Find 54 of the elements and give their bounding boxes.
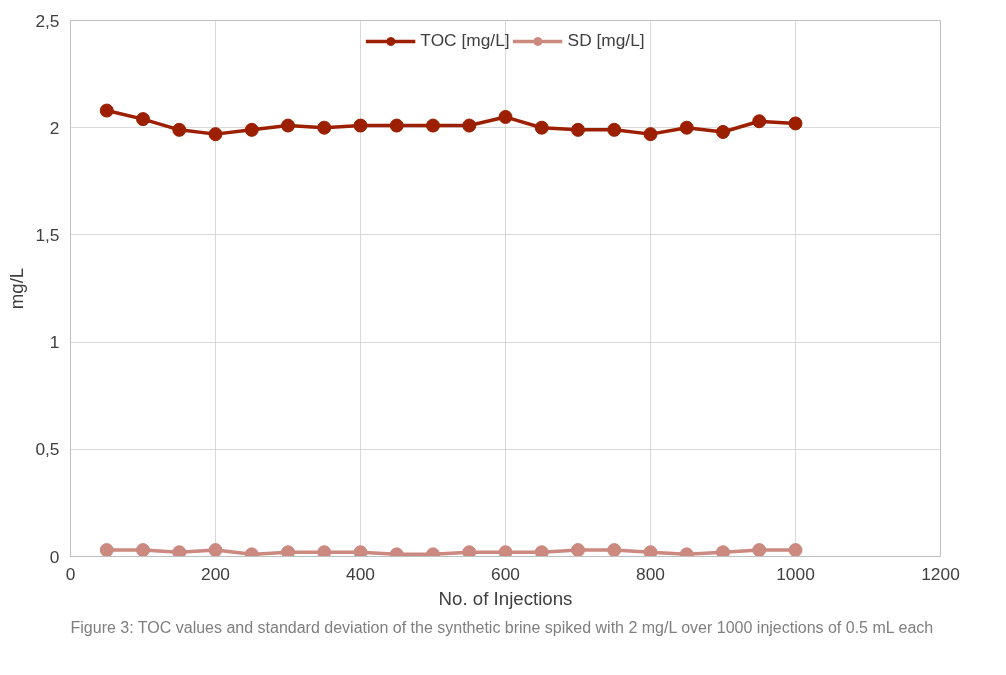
y-axis-title: mg/L [6, 267, 28, 310]
x-tick-label: 400 [346, 563, 375, 584]
point [426, 118, 440, 133]
point [498, 545, 513, 557]
point [752, 114, 767, 129]
point [788, 543, 803, 557]
point [534, 120, 549, 135]
point [462, 545, 477, 557]
point [534, 545, 549, 557]
x-axis-title: No. of Injections [438, 587, 573, 609]
point [172, 122, 187, 137]
point [752, 543, 767, 557]
point [571, 543, 585, 557]
point [607, 122, 622, 137]
point [281, 118, 295, 133]
legend-label: TOC [mg/L] [420, 30, 510, 51]
y-tick-label: 1,5 [35, 224, 60, 245]
point [353, 545, 368, 557]
point [679, 120, 694, 135]
x-tick-label: 0 [65, 563, 76, 584]
y-tick-label: 2 [49, 117, 60, 138]
point [716, 125, 730, 139]
point [208, 127, 223, 142]
point [317, 545, 332, 557]
point [99, 103, 114, 118]
point [571, 122, 585, 137]
legend-label: SD [mg/L] [567, 30, 645, 51]
point [172, 545, 187, 557]
point [643, 545, 658, 557]
point [607, 543, 622, 557]
caption: Figure 3: TOC values and standard deviation of the synthetic brine spiked with 2 mg/L over 1000 injections of 0.5 mL each [70, 618, 934, 636]
point [353, 118, 368, 133]
point [716, 545, 730, 557]
x-tick-label: 1200 [921, 563, 960, 584]
point [788, 116, 803, 131]
point [281, 545, 295, 557]
point [462, 118, 477, 133]
point [208, 543, 223, 557]
point [244, 122, 259, 137]
y-tick-label: 0 [49, 546, 60, 567]
x-tick-label: 1000 [776, 563, 815, 584]
x-tick-label: 800 [636, 563, 665, 584]
point [317, 120, 332, 135]
point [643, 127, 658, 142]
x-tick-label: 200 [201, 563, 230, 584]
y-tick-label: 0,5 [35, 439, 60, 460]
point [99, 543, 114, 557]
y-tick-label: 1 [49, 332, 60, 353]
y-tick-label: 2,5 [35, 10, 60, 31]
point [498, 109, 513, 124]
point [136, 112, 150, 127]
point [389, 118, 404, 133]
x-tick-label: 600 [491, 563, 520, 584]
point [136, 543, 150, 557]
